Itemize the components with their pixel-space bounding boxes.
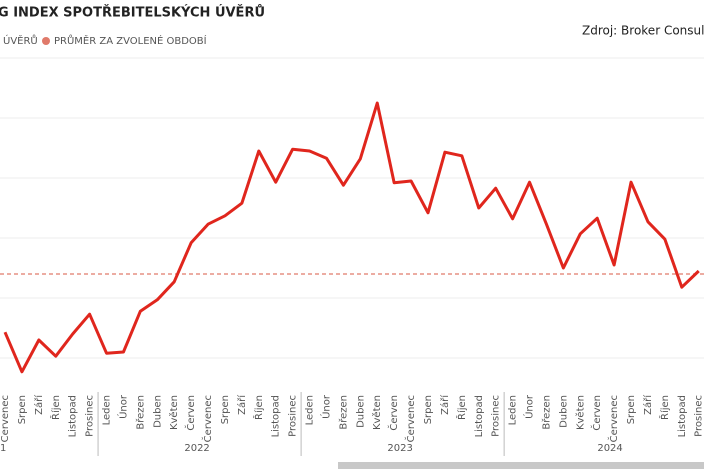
x-tick-label: Září <box>236 394 248 415</box>
x-tick-label: Červenec <box>201 395 214 442</box>
x-tick-label: Srpen <box>17 395 28 424</box>
x-tick-label: Říjen <box>252 395 265 420</box>
x-group-label: 1 <box>0 443 6 454</box>
legend-marker <box>42 37 50 45</box>
source: Zdroj: Broker Consult <box>582 24 704 38</box>
x-tick-label: Červen <box>184 395 197 431</box>
x-tick-label: Září <box>439 394 451 415</box>
scrollbar[interactable] <box>338 462 704 469</box>
x-tick-label: Prosinec <box>85 395 96 437</box>
x-tick-label: Listopad <box>68 395 79 437</box>
x-tick-label: Listopad <box>677 395 688 437</box>
x-tick-label: Říjen <box>658 395 671 420</box>
legend-label: ÚVĚRŮ <box>3 34 38 47</box>
x-tick-label: Březen <box>540 395 552 430</box>
x-tick-label: Říjen <box>49 395 62 420</box>
x-tick-label: Srpen <box>220 395 231 424</box>
legend-label: PRŮMĚR ZA ZVOLENÉ OBDOBÍ <box>54 34 207 47</box>
x-tick-label: Srpen <box>626 395 637 424</box>
x-tick-label: Leden <box>305 395 316 425</box>
x-tick-label: Duben <box>355 395 366 428</box>
x-tick-label: Listopad <box>271 395 282 437</box>
x-group-label: 2024 <box>597 443 622 454</box>
x-tick-label: Září <box>642 394 654 415</box>
x-tick-label: Květen <box>168 395 180 430</box>
x-tick-label: Únor <box>319 394 332 419</box>
x-tick-label: Říjen <box>455 395 468 420</box>
x-tick-label: Leden <box>102 395 113 425</box>
x-tick-label: Leden <box>508 395 519 425</box>
chart-title: G INDEX SPOTŘEBITELSKÝCH ÚVĚRŮ <box>0 5 265 21</box>
data-line <box>3 101 700 374</box>
x-tick-label: Prosinec <box>694 395 704 437</box>
x-tick-label: Duben <box>558 395 569 428</box>
x-tick-label: Prosinec <box>491 395 502 437</box>
x-tick-label: Červen <box>590 395 603 431</box>
x-tick-label: Květen <box>574 395 586 430</box>
x-tick-label: Březen <box>134 395 146 430</box>
x-tick-label: Květen <box>371 395 383 430</box>
x-tick-label: Červenec <box>0 395 11 442</box>
x-group-label: 2022 <box>184 443 209 454</box>
x-tick-label: Prosinec <box>288 395 299 437</box>
x-tick-label: Únor <box>523 394 536 419</box>
x-tick-label: Listopad <box>474 395 485 437</box>
x-tick-label: Červen <box>387 395 400 431</box>
x-tick-label: Březen <box>337 395 349 430</box>
x-tick-label: Červenec <box>607 395 620 442</box>
x-group-label: 2023 <box>387 443 412 454</box>
x-tick-label: Srpen <box>423 395 434 424</box>
x-tick-label: Září <box>33 394 45 415</box>
x-tick-label: Únor <box>116 394 129 419</box>
x-tick-label: Červenec <box>404 395 417 442</box>
x-tick-label: Duben <box>152 395 163 428</box>
